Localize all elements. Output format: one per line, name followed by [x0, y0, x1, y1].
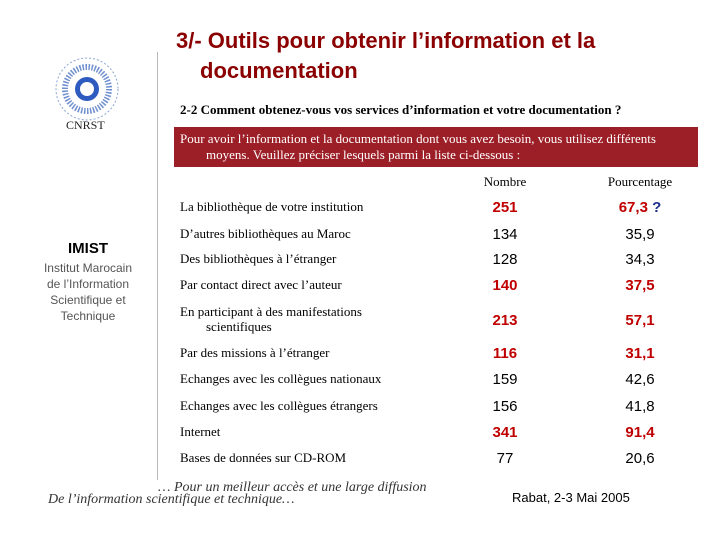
row-percent: 41,8 [625, 398, 655, 415]
imist-block: IMIST Institut Marocain de l’Information… [28, 240, 148, 324]
row-count: 213 [492, 312, 518, 329]
header-count: Nombre [483, 174, 527, 189]
row-count: 77 [496, 450, 514, 467]
intro-box: Pour avoir l’information et la documenta… [174, 127, 698, 167]
tagline-line-1: … Pour un meilleur accès et une large di… [158, 480, 427, 495]
row-count: 116 [492, 345, 518, 362]
row-count: 251 [492, 199, 518, 216]
row-percent: 42,6 [625, 371, 655, 388]
intro-line-1: Pour avoir l’information et la documenta… [180, 131, 656, 146]
row-count: 140 [492, 277, 518, 294]
row-count: 341 [492, 424, 518, 441]
cnrst-logo-icon [55, 57, 119, 121]
row-label: Des bibliothèques à l’étranger [180, 251, 337, 266]
imist-full-4: Technique [60, 309, 116, 323]
question-subtitle: 2-2 Comment obtenez-vous vos services d’… [180, 102, 622, 117]
row-label-line-2: scientifiques [206, 319, 272, 334]
header-percent: Pourcentage [607, 174, 673, 189]
title-line-2: documentation [200, 58, 358, 83]
cnrst-label: CNRST [66, 118, 105, 132]
slide-title: 3/- Outils pour obtenir l’information et… [176, 26, 696, 86]
row-percent: 57,1 [625, 312, 655, 329]
imist-name: IMIST [68, 240, 108, 257]
row-label: Echanges avec les collègues nationaux [180, 371, 382, 386]
row-count: 156 [492, 398, 518, 415]
row-percent: 91,4 [625, 424, 655, 441]
row-count: 159 [492, 371, 518, 388]
event-date: Rabat, 2-3 Mai 2005 [512, 490, 630, 505]
imist-full-1: Institut Marocain [43, 261, 133, 275]
row-percent: 34,3 [625, 251, 655, 268]
row-percent: 20,6 [625, 450, 655, 467]
row-percent: 67,3 ? [600, 199, 680, 216]
row-label-line-1: En participant à des manifestations [180, 304, 362, 319]
row-label: Internet [180, 424, 221, 439]
row-label: Echanges avec les collègues étrangers [180, 398, 378, 413]
row-percent: 31,1 [625, 345, 655, 362]
row-count: 134 [492, 226, 518, 243]
row-label: Par contact direct avec l’auteur [180, 277, 342, 292]
row-label: Bases de données sur CD-ROM [180, 450, 347, 465]
row-percent: 35,9 [625, 226, 655, 243]
row-percent-value: 67,3 [618, 199, 648, 216]
row-percent: 37,5 [625, 277, 655, 294]
row-label: Par des missions à l’étranger [180, 345, 330, 360]
tagline-line-2: De l’information scientifique et techniq… [48, 492, 295, 507]
row-label: En participant à des manifestations scie… [180, 304, 362, 334]
imist-full-2: de l’Information [46, 277, 130, 291]
intro-line-2: moyens. Veuillez préciser lesquels parmi… [206, 147, 521, 162]
imist-full-3: Scientifique et [50, 293, 126, 307]
row-label: D’autres bibliothèques au Maroc [180, 226, 351, 241]
divider-line [157, 52, 158, 480]
row-label: La bibliothèque de votre institution [180, 199, 364, 214]
row-count: 128 [492, 251, 518, 268]
title-line-1: 3/- Outils pour obtenir l’information et… [176, 28, 596, 53]
question-mark: ? [652, 199, 662, 216]
